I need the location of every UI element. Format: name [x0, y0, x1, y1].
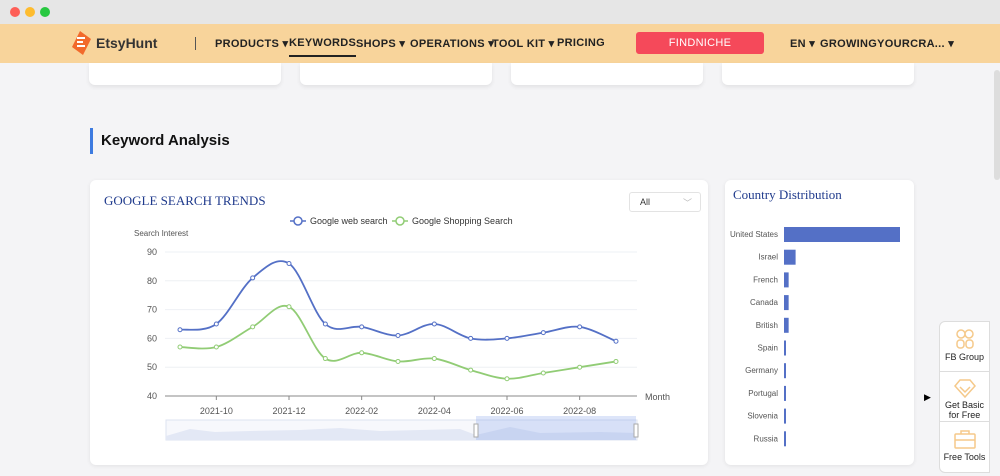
- chart-title: Country Distribution: [733, 187, 842, 202]
- y-tick-label: 50: [147, 362, 157, 372]
- x-tick-label: 2022-06: [490, 406, 523, 416]
- data-point: [395, 358, 401, 364]
- x-tick-label: 2021-10: [200, 406, 233, 416]
- zoom-slider-selection[interactable]: [476, 416, 636, 440]
- zoom-slider-handle[interactable]: [473, 423, 479, 438]
- brand-name: EtsyHunt: [96, 35, 158, 51]
- country-distribution-card: Country Distribution: [725, 180, 914, 465]
- x-tick-label: 2022-04: [418, 406, 451, 416]
- data-point: [504, 376, 510, 382]
- legend-marker: [395, 216, 405, 226]
- x-tick-label: 2022-02: [345, 406, 378, 416]
- data-point: [613, 358, 619, 364]
- diamond-icon: [953, 379, 976, 398]
- data-point: [395, 333, 401, 339]
- data-point: [322, 321, 328, 327]
- data-point: [286, 261, 292, 267]
- toolbox-icon: [953, 430, 976, 449]
- section-title: Keyword Analysis: [90, 128, 230, 154]
- collapse-arrow-icon[interactable]: ▶: [924, 392, 931, 402]
- brand-logo[interactable]: EtsyHunt: [70, 30, 157, 56]
- data-point: [431, 321, 437, 327]
- legend-label: Google Shopping Search: [412, 216, 513, 226]
- chart-title: GOOGLE SEARCH TRENDS: [104, 193, 266, 208]
- nav-operations[interactable]: OPERATIONS ▾: [410, 38, 495, 50]
- stat-card: [89, 63, 281, 85]
- side-widget: FB Group Get Basic for Free Free Tools: [939, 321, 990, 473]
- legend-marker: [293, 216, 303, 226]
- data-point: [577, 364, 583, 370]
- data-point: [213, 321, 219, 327]
- y-tick-label: 80: [147, 276, 157, 286]
- zoom-slider-handle[interactable]: [633, 423, 639, 438]
- data-point: [431, 356, 437, 362]
- stat-card: [511, 63, 703, 85]
- account-menu[interactable]: GROWINGYOURCRA... ▾: [820, 38, 955, 50]
- users-icon: [955, 329, 974, 349]
- get-basic-free-button[interactable]: Get Basic for Free: [940, 372, 989, 422]
- x-tick-label: 2021-12: [272, 406, 305, 416]
- x-tick-label: 2022-08: [563, 406, 596, 416]
- x-axis-label: Month: [645, 392, 670, 402]
- widget-label: FB Group: [944, 352, 984, 362]
- top-nav: EtsyHunt PRODUCTS ▾ KEYWORDS SHOPS ▾ OPE…: [0, 24, 1000, 63]
- close-window-button[interactable]: [10, 7, 20, 17]
- data-point: [322, 356, 328, 362]
- data-point: [359, 324, 365, 330]
- fb-group-button[interactable]: FB Group: [940, 322, 989, 372]
- nav-products[interactable]: PRODUCTS ▾: [215, 38, 289, 50]
- browser-chrome: [0, 0, 1000, 24]
- maximize-window-button[interactable]: [40, 7, 50, 17]
- etsyhunt-logo-icon: [72, 31, 91, 55]
- findniche-button[interactable]: FINDNICHE: [636, 32, 764, 54]
- data-point: [540, 370, 546, 376]
- data-point: [613, 338, 619, 344]
- y-tick-label: 90: [147, 247, 157, 257]
- data-point: [540, 330, 546, 336]
- data-point: [359, 350, 365, 356]
- y-tick-label: 40: [147, 391, 157, 401]
- data-point: [468, 335, 474, 341]
- minimize-window-button[interactable]: [25, 7, 35, 17]
- chevron-down-icon: ﹀: [682, 198, 692, 208]
- data-point: [250, 324, 256, 330]
- period-select-value: All: [640, 197, 651, 207]
- nav-pricing[interactable]: PRICING: [557, 37, 605, 49]
- data-point: [250, 275, 256, 281]
- divider: [195, 37, 196, 50]
- data-point: [577, 324, 583, 330]
- page-scrollbar[interactable]: [994, 70, 1000, 180]
- nav-shops[interactable]: SHOPS ▾: [356, 38, 406, 50]
- stat-card: [722, 63, 914, 85]
- series-line: [179, 304, 617, 380]
- data-point: [504, 335, 510, 341]
- widget-label: Get Basic for Free: [944, 400, 984, 420]
- nav-keywords[interactable]: KEYWORDS: [289, 37, 357, 57]
- series-line: [179, 260, 617, 343]
- language-selector[interactable]: EN ▾: [790, 38, 816, 50]
- google-trends-card: GOOGLE SEARCH TRENDS All ﹀: [90, 180, 708, 465]
- data-point: [468, 367, 474, 373]
- y-axis-label: Search Interest: [134, 229, 189, 238]
- data-point: [177, 327, 183, 333]
- zoom-slider-preview: [166, 427, 636, 440]
- y-tick-label: 70: [147, 305, 157, 315]
- nav-toolkit[interactable]: TOOL KIT ▾: [492, 38, 555, 50]
- period-select[interactable]: All ﹀: [629, 192, 701, 212]
- y-tick-label: 60: [147, 333, 157, 343]
- widget-label: Free Tools: [943, 452, 986, 462]
- legend-label: Google web search: [310, 216, 388, 226]
- data-point: [177, 344, 183, 350]
- stat-card: [300, 63, 492, 85]
- data-point: [286, 304, 292, 310]
- data-point: [213, 344, 219, 350]
- free-tools-button[interactable]: Free Tools: [940, 422, 989, 472]
